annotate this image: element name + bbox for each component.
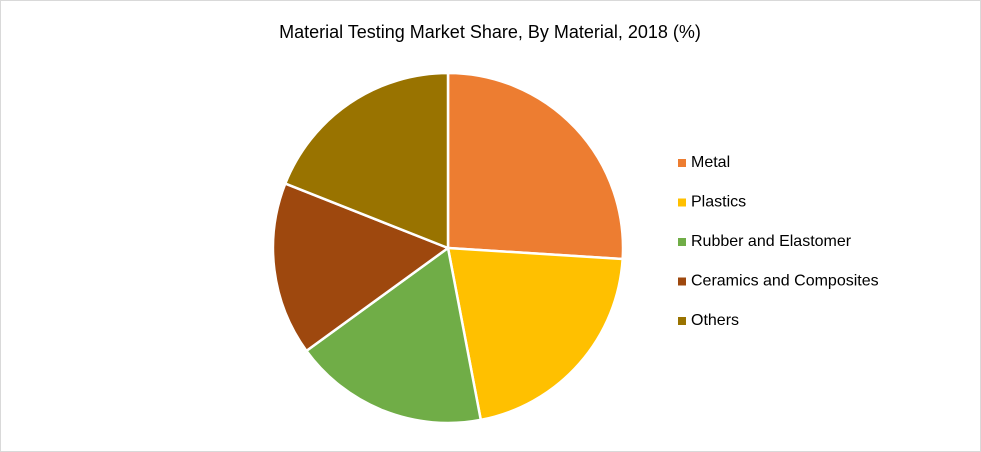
legend-label: Others [691, 312, 739, 329]
legend-swatch [678, 277, 686, 286]
pie-slice [304, 245, 483, 425]
pie-slice [446, 71, 625, 261]
pie-slice [283, 71, 450, 250]
legend-label: Ceramics and Composites [691, 273, 879, 290]
legend-label: Rubber and Elastomer [691, 233, 852, 250]
pie-slice [446, 246, 624, 422]
pie-slice [271, 181, 451, 353]
legend-label: Metal [691, 154, 730, 171]
legend-swatch [678, 159, 686, 167]
legend-swatch [678, 317, 686, 325]
legend-label: Plastics [691, 194, 746, 211]
legend-swatch [678, 198, 686, 207]
chart-title: Material Testing Market Share, By Materi… [279, 22, 701, 42]
legend-swatch [678, 238, 686, 246]
